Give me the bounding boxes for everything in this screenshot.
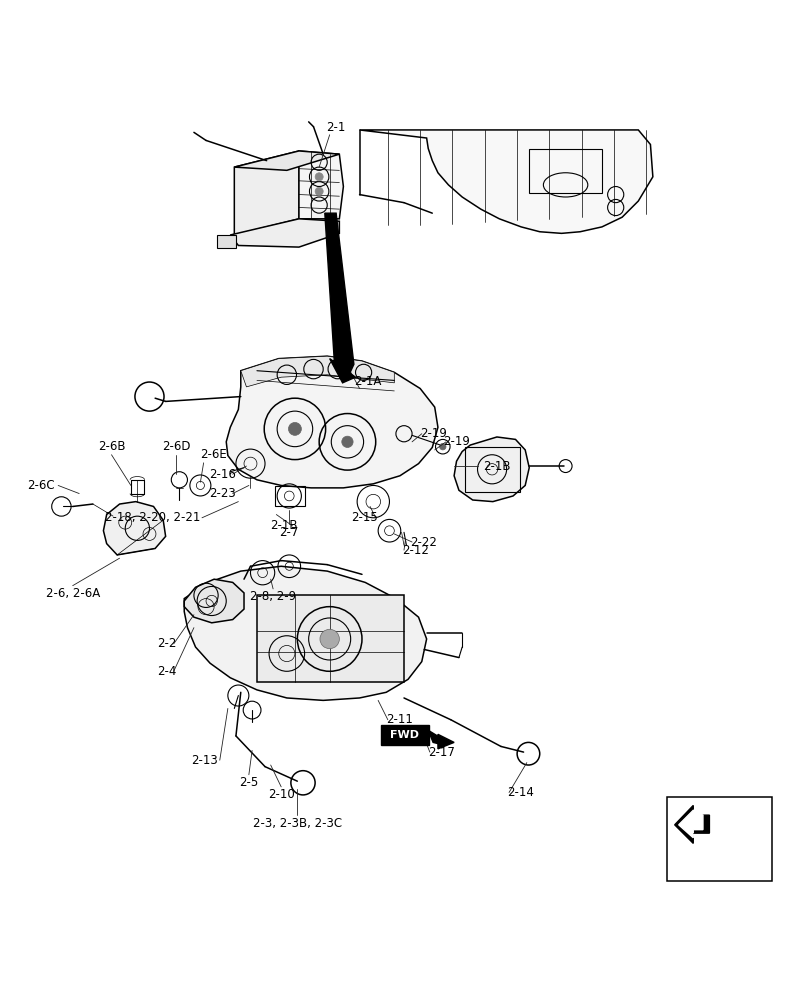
Polygon shape [428, 730, 443, 744]
Polygon shape [360, 130, 653, 233]
Text: 2-1: 2-1 [326, 121, 345, 134]
Bar [465, 447, 520, 492]
Text: 2-7: 2-7 [280, 526, 299, 539]
Bar [275, 486, 305, 506]
Text: 2-14: 2-14 [507, 786, 534, 799]
Text: 2-1B: 2-1B [270, 519, 297, 532]
Bar [529, 149, 602, 193]
Polygon shape [103, 502, 166, 555]
Text: 2-6B: 2-6B [98, 440, 125, 453]
Text: 2-13: 2-13 [191, 754, 218, 767]
Polygon shape [325, 213, 354, 375]
Polygon shape [184, 579, 244, 623]
Circle shape [315, 173, 323, 181]
Text: 2-19: 2-19 [443, 435, 469, 448]
Circle shape [288, 422, 301, 435]
Text: 2-6D: 2-6D [162, 440, 191, 453]
Text: 2-19: 2-19 [420, 427, 447, 440]
Polygon shape [438, 734, 454, 749]
Text: 2-11: 2-11 [386, 713, 413, 726]
Polygon shape [184, 566, 427, 700]
Circle shape [315, 187, 323, 195]
Text: 2-1A: 2-1A [354, 375, 381, 388]
FancyBboxPatch shape [381, 725, 429, 745]
Text: 2-22: 2-22 [410, 536, 437, 549]
Text: 2-23: 2-23 [209, 487, 236, 500]
Bar [257, 595, 404, 682]
Polygon shape [226, 356, 438, 488]
Polygon shape [234, 151, 299, 235]
Circle shape [320, 629, 339, 649]
Text: 2-1B: 2-1B [483, 460, 511, 473]
Text: 2-4: 2-4 [157, 665, 176, 678]
Text: 2-2: 2-2 [157, 637, 176, 650]
Text: 2-3, 2-3B, 2-3C: 2-3, 2-3B, 2-3C [253, 817, 342, 830]
Circle shape [342, 436, 353, 447]
Text: 2-16: 2-16 [209, 468, 236, 481]
Text: 2-6C: 2-6C [27, 479, 55, 492]
Polygon shape [299, 151, 343, 219]
Text: 2-15: 2-15 [351, 511, 378, 524]
Polygon shape [217, 235, 236, 248]
Text: FWD: FWD [390, 730, 419, 740]
Polygon shape [241, 356, 394, 387]
Text: 2-12: 2-12 [402, 544, 429, 557]
Polygon shape [230, 219, 339, 247]
Text: 2-17: 2-17 [428, 746, 455, 759]
Polygon shape [675, 805, 709, 843]
Polygon shape [330, 359, 356, 383]
Text: 2-5: 2-5 [239, 776, 259, 789]
Text: 2-6, 2-6A: 2-6, 2-6A [45, 587, 100, 600]
Polygon shape [454, 437, 529, 502]
Circle shape [440, 443, 446, 450]
Text: 2-6E: 2-6E [200, 448, 227, 461]
Bar [667, 797, 772, 881]
Text: 2-18, 2-20, 2-21: 2-18, 2-20, 2-21 [105, 511, 200, 524]
Text: 2-10: 2-10 [267, 788, 295, 801]
Polygon shape [234, 151, 339, 170]
Polygon shape [679, 810, 703, 838]
Text: 2-8, 2-9: 2-8, 2-9 [250, 590, 297, 603]
